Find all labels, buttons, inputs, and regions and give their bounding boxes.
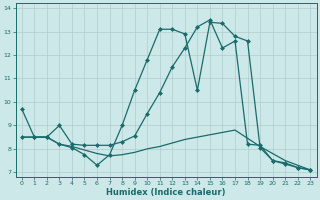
X-axis label: Humidex (Indice chaleur): Humidex (Indice chaleur) — [106, 188, 226, 197]
